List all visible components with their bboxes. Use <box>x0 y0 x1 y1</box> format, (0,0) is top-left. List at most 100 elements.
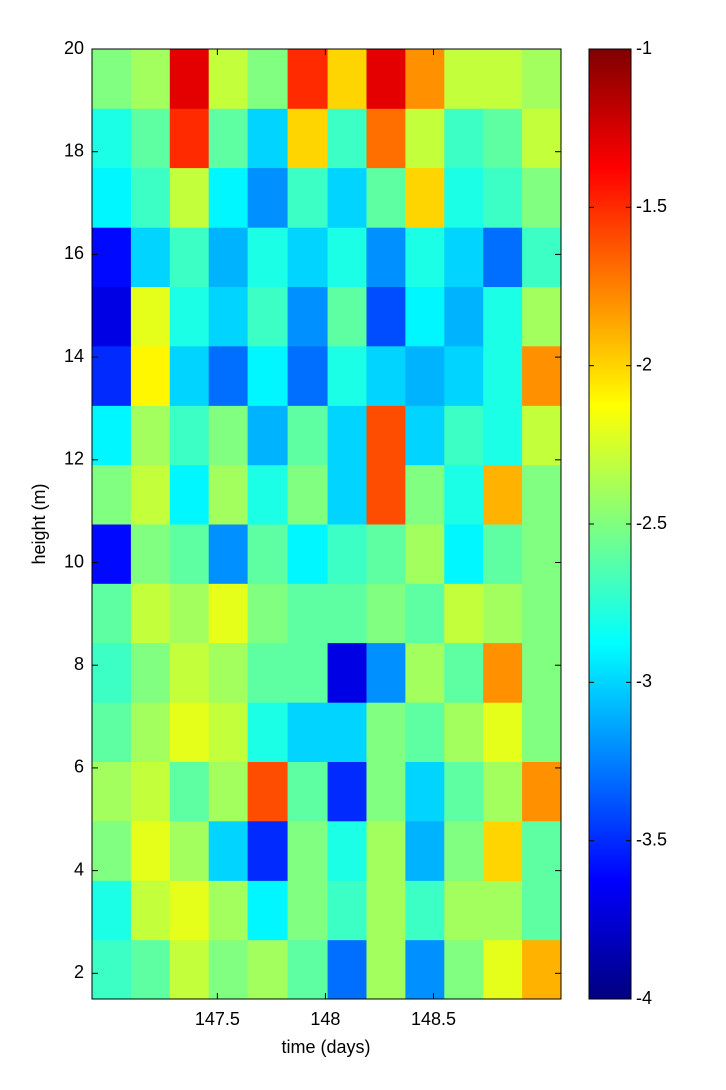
heatmap-cell <box>483 880 523 941</box>
colorbar-tick-label: -3 <box>636 671 652 691</box>
heatmap-cell <box>130 820 171 881</box>
heatmap-cell <box>208 642 249 703</box>
colorbar-tick-label: -3.5 <box>636 829 667 849</box>
heatmap-cell <box>169 761 210 822</box>
x-tick-label: 148 <box>310 1009 340 1029</box>
heatmap-cell <box>169 49 210 109</box>
heatmap-cell <box>287 345 329 406</box>
heatmap-cell <box>247 880 289 941</box>
heatmap-cell <box>327 820 367 881</box>
heatmap-cell <box>522 49 561 109</box>
heatmap-cell <box>92 345 132 406</box>
heatmap-cell <box>247 939 289 999</box>
heatmap-cell <box>522 227 561 287</box>
y-tick-label: 6 <box>74 757 84 777</box>
heatmap-cell <box>327 702 367 762</box>
heatmap-cell <box>366 286 406 347</box>
heatmap-cell <box>208 345 249 406</box>
heatmap-cell <box>247 167 289 228</box>
heatmap-cell <box>92 524 132 584</box>
heatmap-cell <box>208 167 249 228</box>
heatmap-cell <box>169 464 210 525</box>
heatmap-cell <box>130 880 171 941</box>
heatmap-cell <box>247 227 289 287</box>
heatmap-cell <box>208 880 249 941</box>
heatmap <box>92 49 561 999</box>
heatmap-cell <box>287 820 329 881</box>
heatmap-cell <box>405 642 445 703</box>
heatmap-cell <box>327 345 367 406</box>
heatmap-cell <box>92 49 132 109</box>
heatmap-cell <box>208 820 249 881</box>
heatmap-cell <box>522 702 561 762</box>
heatmap-cell <box>366 524 406 584</box>
y-tick-label: 8 <box>74 654 84 674</box>
x-tick-label: 148.5 <box>411 1009 456 1029</box>
heatmap-cell <box>444 345 484 406</box>
heatmap-cell <box>327 524 367 584</box>
heatmap-cell <box>92 702 132 762</box>
heatmap-cell <box>287 167 329 228</box>
heatmap-cell <box>208 49 249 109</box>
heatmap-cell <box>247 108 289 169</box>
heatmap-cell <box>444 49 484 109</box>
heatmap-cell <box>92 405 132 466</box>
heatmap-cell <box>405 880 445 941</box>
heatmap-cell <box>208 405 249 466</box>
heatmap-cell <box>208 286 249 347</box>
colorbar-tick-label: -2 <box>636 354 652 374</box>
heatmap-cell <box>169 702 210 762</box>
heatmap-cell <box>208 108 249 169</box>
heatmap-cell <box>92 583 132 644</box>
heatmap-cell <box>169 820 210 881</box>
colorbar-tick-label: -1.5 <box>636 196 667 216</box>
heatmap-cell <box>483 939 523 999</box>
heatmap-cell <box>169 939 210 999</box>
heatmap-cell <box>287 49 329 109</box>
heatmap-cell <box>92 167 132 228</box>
heatmap-cell <box>247 583 289 644</box>
heatmap-cell <box>522 761 561 822</box>
heatmap-cell <box>208 464 249 525</box>
heatmap-cell <box>287 702 329 762</box>
heatmap-cell <box>405 49 445 109</box>
heatmap-cell <box>444 820 484 881</box>
heatmap-cell <box>247 761 289 822</box>
heatmap-cell <box>287 524 329 584</box>
heatmap-cell <box>247 286 289 347</box>
heatmap-cell <box>366 227 406 287</box>
heatmap-cell <box>366 167 406 228</box>
heatmap-cell <box>483 524 523 584</box>
heatmap-cell <box>405 167 445 228</box>
heatmap-cell <box>92 464 132 525</box>
heatmap-cell <box>483 49 523 109</box>
heatmap-cell <box>405 820 445 881</box>
heatmap-cell <box>92 108 132 169</box>
heatmap-cell <box>444 642 484 703</box>
colorbar-tick-label: -1 <box>636 38 652 58</box>
heatmap-cell <box>169 583 210 644</box>
heatmap-cell <box>130 49 171 109</box>
heatmap-cell <box>247 702 289 762</box>
heatmap-cell <box>92 939 132 999</box>
heatmap-cell <box>130 702 171 762</box>
heatmap-cell <box>130 524 171 584</box>
heatmap-cell <box>92 227 132 287</box>
heatmap-cell <box>169 524 210 584</box>
heatmap-cell <box>405 108 445 169</box>
heatmap-cell <box>327 939 367 999</box>
heatmap-cell <box>247 642 289 703</box>
x-tick-label: 147.5 <box>195 1009 240 1029</box>
plot-frame <box>91 48 562 1000</box>
heatmap-cell <box>483 345 523 406</box>
heatmap-cell <box>130 761 171 822</box>
heatmap-cell <box>444 939 484 999</box>
heatmap-cell <box>405 286 445 347</box>
heatmap-cell <box>366 702 406 762</box>
heatmap-cell <box>208 227 249 287</box>
heatmap-cell <box>366 880 406 941</box>
y-tick-label: 20 <box>64 38 84 58</box>
heatmap-cell <box>130 167 171 228</box>
heatmap-cell <box>130 227 171 287</box>
